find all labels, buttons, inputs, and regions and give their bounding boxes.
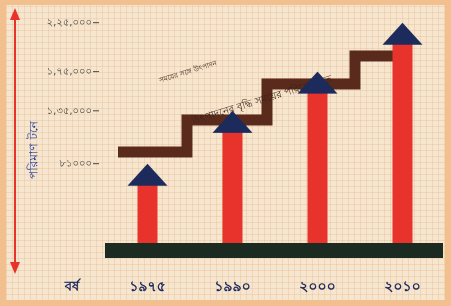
x-tick-label: ২০০০: [299, 279, 335, 295]
x-axis-title: বর্ষ: [64, 278, 82, 295]
bar-shaft: [138, 185, 158, 243]
bar-shaft: [393, 44, 413, 243]
x-tick-label: ২০১০: [384, 279, 420, 295]
chart: পরিমাণ টনে বর্ষ উৎপাদনের বৃদ্ধি সময়ের প…: [0, 0, 451, 306]
y-tick-label: ২,২৫,০০০: [47, 18, 92, 29]
bar-shaft: [223, 132, 243, 243]
y-axis-title: পরিমাণ টনে: [27, 120, 41, 179]
bar-shaft: [308, 93, 328, 243]
x-tick-label: ১৯৯০: [214, 279, 250, 295]
y-tick-label: ১,৩৫,০০০: [47, 106, 92, 117]
x-tick-label: ১৯৭৫: [129, 279, 165, 295]
y-tick-label: ৮১০০০: [60, 159, 92, 170]
y-tick-label: ১,৭৫,০০০: [47, 67, 92, 78]
base-band: [105, 243, 443, 258]
